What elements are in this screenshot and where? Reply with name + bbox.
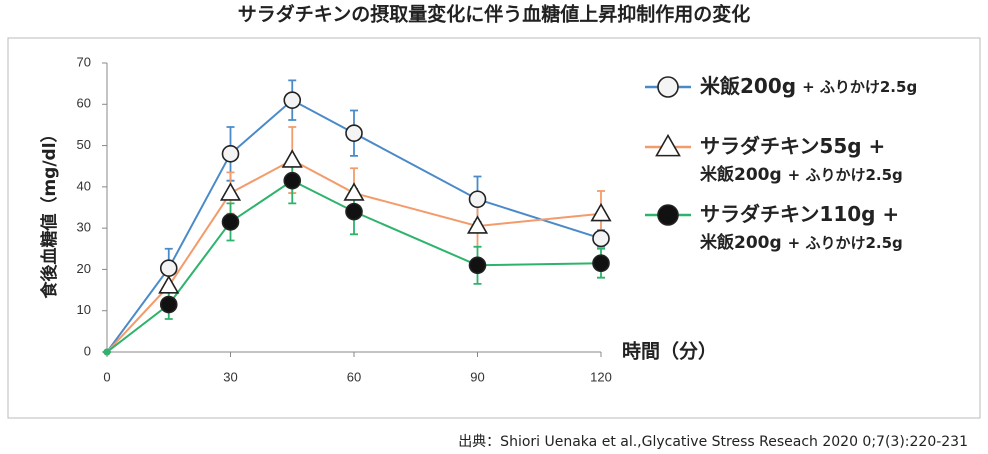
legend-label: 米飯200g + ふりかけ2.5g: [700, 74, 917, 98]
x-tick-label: 90: [470, 369, 484, 384]
legend-text: サラダチキン55g +: [700, 134, 885, 158]
y-tick-label: 20: [77, 261, 91, 276]
marker: [345, 124, 363, 142]
legend-label: サラダチキン55g +: [700, 134, 885, 158]
marker: [283, 91, 302, 109]
marker: [343, 182, 365, 201]
marker: [592, 229, 610, 248]
legend-text: サラダチキン110g +: [700, 202, 899, 226]
x-tick-label: 120: [590, 369, 612, 384]
y-tick-label: 30: [77, 220, 91, 235]
legend-text: + ふりかけ2.5g: [788, 166, 903, 184]
legend-marker: [657, 76, 679, 98]
legend-text: + ふりかけ2.5g: [802, 78, 917, 96]
y-tick-label: 50: [77, 137, 91, 152]
marker: [466, 215, 489, 234]
legend-text: 米飯200g: [700, 232, 782, 253]
marker: [468, 190, 487, 209]
legend-text: 米飯200g: [700, 164, 782, 185]
marker: [590, 202, 612, 222]
marker: [592, 254, 610, 273]
marker: [159, 259, 178, 277]
legend-marker: [655, 133, 681, 157]
marker: [219, 182, 242, 201]
marker: [221, 213, 240, 231]
chart-title: サラダチキンの摂取量変化に伴う血糖値上昇抑制作用の変化: [238, 3, 750, 26]
legend-label: 米飯200g + ふりかけ2.5g: [700, 164, 903, 185]
y-tick-label: 10: [77, 302, 91, 317]
x-tick-label: 0: [103, 369, 110, 384]
marker: [468, 256, 487, 275]
marker: [159, 295, 178, 314]
y-tick-label: 60: [77, 96, 91, 111]
y-tick-label: 40: [77, 178, 91, 193]
chart-frame: [7, 37, 981, 419]
marker: [345, 202, 363, 221]
legend-text: 米飯200g: [700, 74, 796, 98]
marker: [281, 149, 303, 168]
y-tick-label: 0: [84, 343, 91, 358]
x-tick-label: 30: [223, 369, 237, 384]
x-tick-label: 60: [347, 369, 361, 384]
legend-label: サラダチキン110g +: [700, 202, 899, 226]
legend-label: 米飯200g + ふりかけ2.5g: [700, 232, 903, 253]
marker: [103, 348, 111, 356]
y-axis-label: 食後血糖値（mg/dl）: [39, 125, 60, 298]
x-axis-label: 時間（分）: [622, 340, 717, 363]
marker: [283, 171, 302, 190]
source-note: 出典：Shiori Uenaka et al.,Glycative Stress…: [458, 434, 968, 450]
legend-text: + ふりかけ2.5g: [788, 234, 903, 252]
marker: [221, 145, 240, 163]
legend-marker: [657, 204, 679, 226]
marker: [158, 275, 180, 294]
y-tick-label: 70: [77, 54, 91, 69]
